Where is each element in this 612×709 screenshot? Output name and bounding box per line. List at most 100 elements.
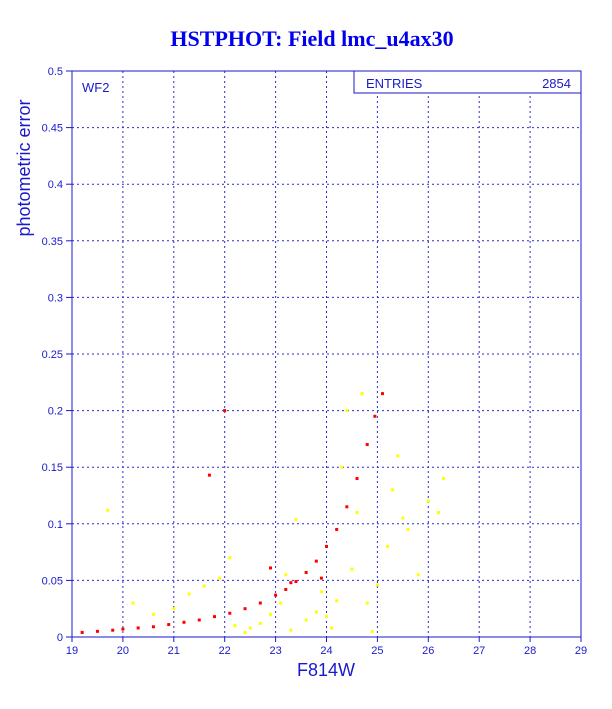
data-point <box>207 473 211 477</box>
data-point <box>223 409 227 413</box>
grid-lines <box>72 71 581 637</box>
data-point <box>319 590 323 594</box>
data-point <box>151 625 155 629</box>
data-point <box>406 527 410 531</box>
stats-entries-value: 2854 <box>542 76 571 91</box>
series-1-points <box>106 392 446 634</box>
y-tick-label: 0 <box>57 632 63 644</box>
data-point <box>213 615 217 619</box>
x-tick-label: 25 <box>371 645 383 657</box>
data-point <box>319 576 323 580</box>
data-point <box>269 612 273 616</box>
data-point <box>172 607 176 611</box>
x-tick-label: 26 <box>422 645 434 657</box>
x-tick-label: 28 <box>524 645 536 657</box>
data-point <box>391 488 395 492</box>
data-point <box>167 623 171 627</box>
data-point <box>380 392 384 396</box>
data-point <box>274 593 278 597</box>
y-tick-label: 0.45 <box>42 123 63 135</box>
y-tick-label: 0.4 <box>48 179 63 191</box>
data-point <box>335 599 339 603</box>
data-point <box>243 607 247 611</box>
axis-ticks: 19 20 21 22 23 24 25 26 27 28 29 0 0.05 0.1 0.15 0.2 0.2… <box>42 66 588 657</box>
data-point <box>386 544 390 548</box>
data-point <box>325 544 328 548</box>
data-point <box>111 628 115 632</box>
data-point <box>355 510 359 514</box>
chart-title: HSTPHOT: Field lmc_u4ax30 <box>170 26 453 51</box>
data-point <box>284 573 288 577</box>
y-axis-label: photometric error <box>14 99 34 236</box>
data-point <box>258 621 262 625</box>
stats-entries-label: ENTRIES <box>366 76 423 91</box>
data-point <box>228 611 232 615</box>
data-point <box>436 510 440 514</box>
y-tick-label: 0.15 <box>42 462 63 474</box>
data-point <box>284 587 288 591</box>
x-tick-label: 22 <box>219 645 231 657</box>
y-tick-label: 0.5 <box>48 66 63 78</box>
x-tick-label: 23 <box>269 645 281 657</box>
x-tick-label: 27 <box>473 645 485 657</box>
data-point <box>289 628 293 632</box>
data-point <box>106 508 110 512</box>
data-point <box>360 392 364 396</box>
data-point <box>258 601 262 605</box>
data-point <box>304 570 308 574</box>
data-point <box>304 618 308 622</box>
data-point <box>182 620 186 624</box>
data-point <box>248 626 252 630</box>
panel-annotation: WF2 <box>82 80 109 95</box>
x-tick-label: 24 <box>320 645 332 657</box>
data-point <box>340 465 344 469</box>
data-point <box>202 584 206 588</box>
series-0-points <box>80 392 384 634</box>
stats-box: ENTRIES 2854 <box>353 70 582 94</box>
x-tick-label: 20 <box>117 645 129 657</box>
y-tick-label: 0.05 <box>42 575 63 587</box>
data-point <box>279 601 283 605</box>
data-point <box>426 499 430 503</box>
data-point <box>136 626 140 630</box>
data-point <box>350 567 354 571</box>
data-point <box>365 443 369 447</box>
data-point <box>197 618 201 622</box>
data-point <box>396 454 400 458</box>
data-point <box>373 414 377 418</box>
data-point <box>243 630 247 634</box>
data-point <box>233 624 237 628</box>
data-points <box>80 392 446 634</box>
x-tick-label: 29 <box>575 645 587 657</box>
data-point <box>442 477 446 481</box>
data-point <box>289 581 293 585</box>
data-point <box>121 627 125 631</box>
data-point <box>151 612 155 616</box>
data-point <box>355 477 359 481</box>
data-point <box>370 629 374 633</box>
data-point <box>294 517 298 521</box>
x-tick-label: 19 <box>66 645 78 657</box>
data-point <box>95 629 99 633</box>
y-tick-label: 0.1 <box>48 519 63 531</box>
data-point <box>365 601 369 605</box>
data-point <box>314 610 318 614</box>
y-tick-label: 0.25 <box>42 349 63 361</box>
x-axis-label: F814W <box>297 660 355 680</box>
data-point <box>218 576 222 580</box>
data-point <box>401 516 405 520</box>
data-point <box>325 615 328 619</box>
data-point <box>375 583 379 587</box>
y-tick-label: 0.35 <box>42 236 63 248</box>
x-tick-label: 21 <box>168 645 180 657</box>
data-point <box>131 601 135 605</box>
data-point <box>330 626 334 630</box>
y-tick-label: 0.2 <box>48 406 63 418</box>
data-point <box>345 505 349 509</box>
data-point <box>228 556 232 560</box>
data-point <box>345 409 349 413</box>
data-point <box>80 630 84 634</box>
y-tick-label: 0.3 <box>48 292 63 304</box>
